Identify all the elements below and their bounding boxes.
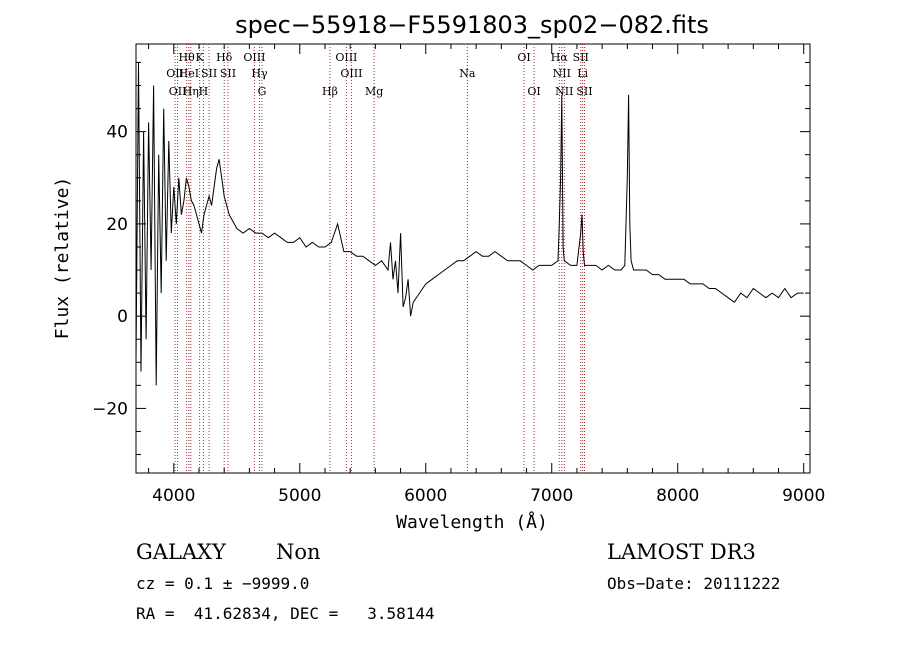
x-tick-label: 6000	[404, 486, 447, 506]
spectral-line-label: NII	[553, 67, 571, 80]
x-tick-label: 4000	[152, 486, 195, 506]
survey-name: LAMOST DR3	[607, 540, 756, 564]
x-tick-label: 7000	[530, 486, 573, 506]
y-axis: −20 0 20 40	[92, 61, 810, 456]
spectral-line-label: Hβ	[322, 85, 338, 98]
spectral-line-label: Mg	[365, 85, 383, 98]
spectral-line-label: Li	[577, 67, 588, 80]
y-tick-label: 0	[117, 307, 128, 327]
object-subclass: Non	[276, 540, 321, 564]
object-class: GALAXY	[136, 540, 226, 564]
spectral-line-label: H	[199, 85, 209, 98]
y-tick-label: 20	[106, 215, 128, 235]
y-tick-label: −20	[92, 399, 128, 419]
spectral-line-label: G	[258, 85, 267, 98]
spectral-line-label: OIII	[335, 51, 357, 64]
spectral-line-label: Na	[459, 67, 476, 80]
spectral-line-label: Hγ	[251, 67, 268, 80]
spectral-line-label: SII	[201, 67, 217, 80]
obs-date: Obs−Date: 20111222	[607, 574, 781, 593]
spectral-line-label: HeI	[179, 67, 199, 80]
x-tick-label: 9000	[782, 486, 825, 506]
chart-title: spec−55918−F5591803_sp02−082.fits	[235, 11, 709, 39]
spectral-line-label: OIII	[340, 67, 362, 80]
y-tick-label: 40	[106, 123, 128, 143]
spectral-line-label: Hα	[551, 51, 569, 64]
spectral-line-label: Hη	[183, 85, 199, 98]
x-tick-label: 5000	[278, 486, 321, 506]
spectral-line-label: SII	[220, 67, 236, 80]
y-axis-label: Flux (relative)	[52, 177, 73, 340]
spectral-line-label: SII	[576, 85, 592, 98]
spectral-line-markers	[174, 44, 585, 473]
spectral-line-label: K	[196, 51, 205, 64]
spectral-line-label: Hθ	[179, 51, 196, 64]
spectral-line-label: Hδ	[216, 51, 233, 64]
spectral-line-label: OII	[166, 67, 184, 80]
coordinates: RA = 41.62834, DEC = 3.58144	[136, 604, 435, 623]
plot-frame	[135, 43, 811, 474]
spectral-line-label: OI	[527, 85, 540, 98]
spectral-line-label: NII	[555, 85, 573, 98]
x-tick-label: 8000	[656, 486, 699, 506]
x-axis: 4000 5000 6000 7000 8000 9000	[148, 44, 825, 506]
spectral-line-label: SII	[573, 51, 589, 64]
x-axis-label: Wavelength (Å)	[396, 511, 548, 533]
redshift-line: cz = 0.1 ± −9999.0	[136, 574, 310, 593]
spectral-line-label: OIII	[243, 51, 265, 64]
spectral-line-label: OI	[517, 51, 530, 64]
spectrum-series-flux	[135, 62, 804, 386]
spectral-line-label: OII	[169, 85, 187, 98]
